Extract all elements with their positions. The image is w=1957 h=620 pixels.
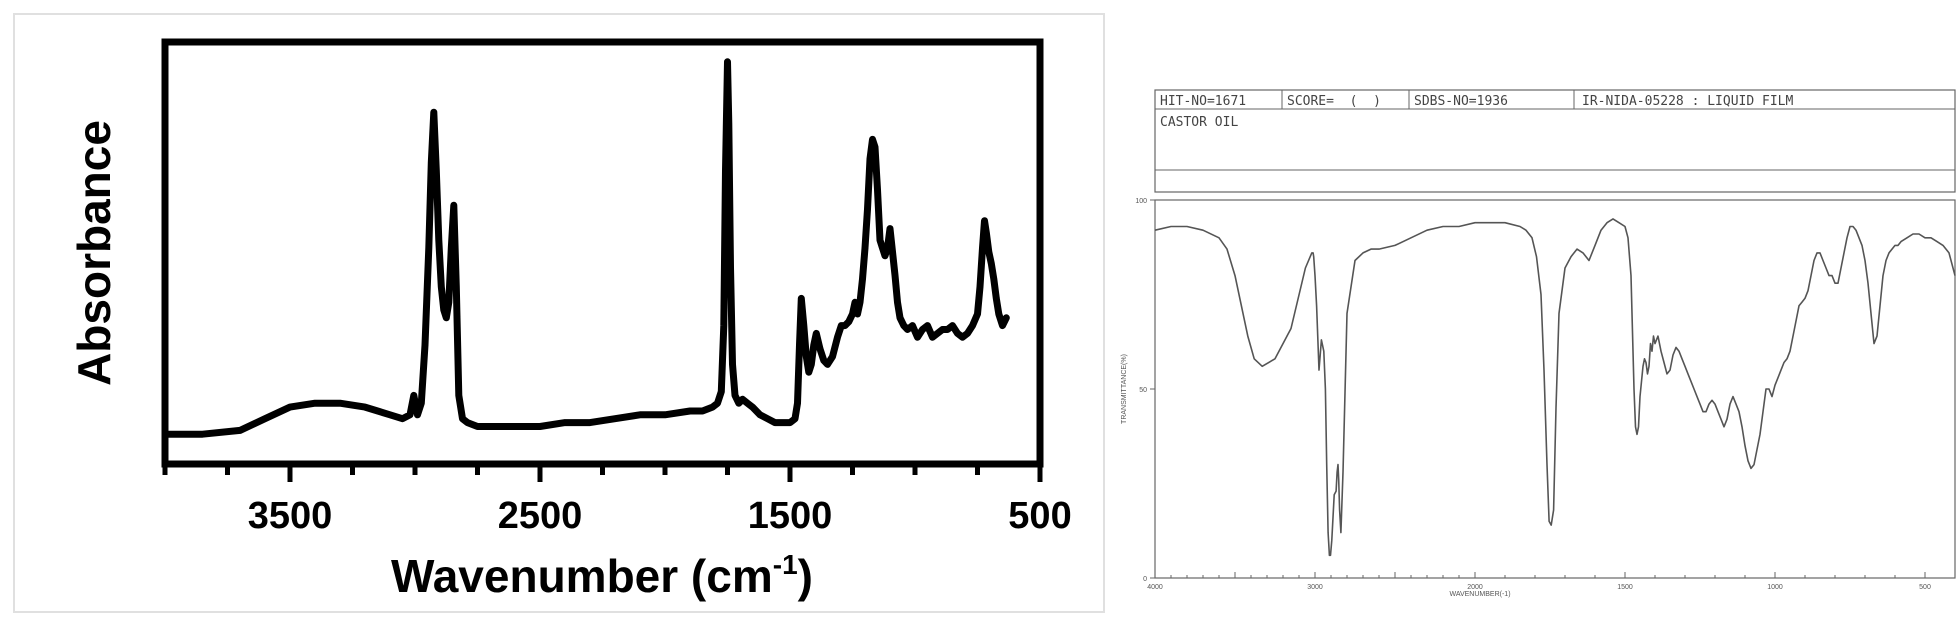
right-x-tick-label: 1500 — [1617, 584, 1633, 591]
sdbs-no-text: SDBS-NO=1936 — [1414, 94, 1508, 109]
right-x-tick-label: 4000 — [1147, 584, 1163, 591]
ir-code-text: IR-NIDA-05228 : LIQUID FILM — [1582, 94, 1793, 109]
left-x-tick-labels: 3500 2500 1500 500 — [248, 495, 1072, 537]
left-x-tick-label: 3500 — [248, 495, 333, 537]
right-x-axis-label: WAVENUMBER(-1) — [1449, 591, 1510, 598]
left-x-axis-label: Wavenumber (cm-1) — [391, 549, 813, 602]
right-transmittance-chart: HIT-NO=1671 SCORE= ( ) SDBS-NO=1936 IR-N… — [1121, 89, 1956, 598]
score-text: SCORE= ( ) — [1287, 94, 1381, 109]
right-header-table: HIT-NO=1671 SCORE= ( ) SDBS-NO=1936 IR-N… — [1154, 89, 1956, 193]
right-axis-tick-labels: 0 50 100 4000 3000 2000 1500 1000 500 — [1135, 198, 1931, 591]
left-x-axis-label-suffix: ) — [798, 550, 813, 602]
left-y-axis-label: Absorbance — [68, 120, 120, 386]
right-y-tick-label: 50 — [1139, 387, 1147, 394]
left-spectrum-line — [161, 58, 1010, 438]
left-figure-panel: 3500 2500 1500 500 Absorbance Wavenumber (c… — [13, 13, 1105, 613]
right-x-tick-label: 2000 — [1467, 584, 1483, 591]
right-y-axis-label: TRANSMITTANCE(%) — [1121, 354, 1128, 424]
left-x-tick-label: 2500 — [498, 495, 583, 537]
left-x-axis-label-main: Wavenumber (cm — [391, 550, 773, 602]
left-plot-frame — [161, 38, 1044, 468]
header-table-frame — [1154, 89, 1956, 193]
right-figure-panel: HIT-NO=1671 SCORE= ( ) SDBS-NO=1936 IR-N… — [1110, 0, 1957, 615]
left-x-axis-label-superscript: -1 — [773, 549, 798, 580]
left-figure-border — [13, 13, 1105, 613]
left-x-tick-label: 1500 — [748, 495, 833, 537]
right-axis-ticks — [1150, 199, 1926, 579]
right-x-tick-label: 1000 — [1767, 584, 1783, 591]
hit-no-text: HIT-NO=1671 — [1160, 94, 1246, 109]
right-y-tick-label: 0 — [1143, 576, 1147, 583]
left-x-tick-label: 500 — [1008, 495, 1071, 537]
right-spectrum-line — [1154, 218, 1956, 557]
left-absorbance-chart: 3500 2500 1500 500 Absorbance Wavenumber (c… — [13, 13, 1105, 613]
right-x-tick-label: 500 — [1919, 584, 1931, 591]
right-plot-frame — [1154, 199, 1956, 579]
right-x-tick-label: 3000 — [1307, 584, 1323, 591]
compound-name-text: CASTOR OIL — [1160, 115, 1238, 130]
right-y-tick-label: 100 — [1135, 198, 1147, 205]
